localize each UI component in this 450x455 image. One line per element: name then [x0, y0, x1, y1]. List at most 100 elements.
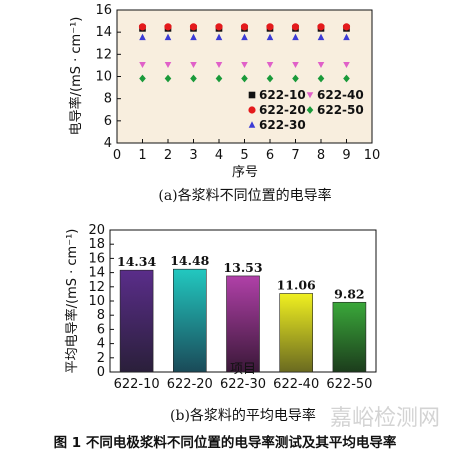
- data-point-622-20: [164, 23, 172, 31]
- data-point-622-30: [139, 33, 146, 41]
- bar-value-label: 14.48: [170, 253, 209, 268]
- y-tick-label: 4: [104, 136, 112, 151]
- y-tick-label: 6: [104, 114, 112, 129]
- data-point-622-50: [215, 74, 223, 83]
- y-tick-label: 8: [104, 92, 112, 107]
- x-tick-label: 10: [364, 148, 381, 163]
- data-point-622-30: [343, 33, 350, 41]
- data-point-622-40: [266, 61, 274, 69]
- x-tick-label: 622-20: [167, 377, 213, 392]
- bar-622-30: [226, 275, 260, 373]
- figure-caption: 图 1 不同电极浆料不同位置的电导率测试及其平均电导率: [54, 434, 397, 451]
- legend-label: 622-40: [317, 88, 364, 102]
- x-tick-label: 2: [164, 148, 172, 163]
- scatter-x-axis-label: 序号: [232, 165, 258, 180]
- scatter-points: [138, 23, 351, 83]
- data-point-622-30: [292, 33, 299, 41]
- scatter-y-ticks: 4 6 8 10 12 14 16: [95, 3, 121, 151]
- data-point-622-20: [317, 23, 325, 31]
- data-point-622-40: [164, 61, 172, 69]
- x-tick-label: 7: [291, 148, 299, 163]
- data-point-622-30: [215, 33, 223, 41]
- data-point-622-40: [241, 61, 248, 69]
- data-point-622-40: [292, 61, 299, 69]
- data-point-622-50: [139, 74, 146, 83]
- x-tick-label: 4: [215, 148, 223, 163]
- bar-622-10: [119, 269, 154, 373]
- data-point-622-50: [164, 74, 172, 83]
- data-point-622-20: [240, 23, 249, 31]
- x-tick-label: 1: [138, 148, 146, 163]
- x-tick-label: 622-30: [220, 377, 266, 392]
- legend-label: 622-50: [317, 103, 364, 117]
- scatter-y-axis-label: 电导率/(mS · cm⁻¹): [68, 17, 84, 136]
- y-tick-label: 16: [95, 3, 112, 18]
- legend-marker: [306, 106, 314, 114]
- scatter-legend: 622-10 622-40 622-20 622-50 622-30: [248, 88, 364, 132]
- y-tick-label: 18: [88, 237, 105, 252]
- data-point-622-20: [189, 23, 198, 31]
- legend-label: 622-10: [259, 88, 306, 102]
- x-tick-label: 0: [113, 148, 121, 163]
- data-point-622-40: [343, 61, 350, 69]
- data-point-622-20: [138, 23, 147, 31]
- y-tick-label: 2: [97, 351, 105, 366]
- bar-value-label: 9.82: [334, 286, 364, 301]
- y-tick-label: 0: [97, 365, 105, 380]
- y-tick-label: 10: [88, 294, 105, 309]
- data-point-622-50: [292, 74, 299, 83]
- data-point-622-20: [266, 23, 274, 31]
- bar-x-ticks: 622-10 622-20 622-30 622-40 622-50: [114, 377, 373, 392]
- bar-y-axis-label: 平均电导率/(mS · cm⁻¹): [64, 229, 80, 374]
- y-tick-label: 20: [88, 223, 105, 238]
- y-tick-label: 8: [97, 308, 105, 323]
- data-point-622-50: [190, 74, 197, 83]
- data-point-622-30: [164, 33, 172, 41]
- data-point-622-50: [343, 74, 350, 83]
- legend-marker: [248, 106, 256, 114]
- data-point-622-40: [190, 61, 197, 69]
- x-tick-label: 6: [266, 148, 274, 163]
- bar-value-label: 14.34: [117, 254, 156, 269]
- data-point-622-40: [215, 61, 223, 69]
- bar-622-20: [173, 268, 207, 373]
- data-point-622-30: [266, 33, 274, 41]
- x-tick-label: 622-40: [273, 377, 319, 392]
- bar-622-40: [279, 293, 313, 373]
- data-point-622-40: [139, 61, 146, 69]
- data-point-622-20: [342, 23, 351, 31]
- bar-value-label: 11.06: [277, 277, 316, 292]
- y-tick-label: 12: [88, 280, 105, 295]
- data-point-622-50: [266, 74, 274, 83]
- data-point-622-30: [241, 33, 248, 41]
- watermark: 嘉峪检测网: [330, 406, 440, 431]
- x-tick-label: 5: [240, 148, 248, 163]
- y-tick-label: 16: [88, 251, 105, 266]
- legend-marker: [248, 121, 256, 128]
- legend-label: 622-30: [259, 118, 306, 132]
- y-tick-label: 14: [95, 25, 112, 40]
- y-tick-label: 14: [88, 266, 105, 281]
- x-tick-label: 3: [189, 148, 197, 163]
- data-point-622-50: [241, 74, 248, 83]
- x-tick-label: 622-50: [326, 377, 372, 392]
- data-point-622-30: [190, 33, 197, 41]
- data-point-622-50: [317, 74, 325, 83]
- data-point-622-20: [215, 23, 223, 31]
- bar-622-50: [332, 301, 367, 373]
- y-tick-label: 4: [97, 337, 105, 352]
- y-tick-label: 12: [95, 47, 112, 62]
- y-tick-label: 10: [95, 70, 112, 85]
- bar-x-axis-label: 项目: [230, 362, 256, 377]
- data-point-622-20: [291, 23, 300, 31]
- legend-marker: [248, 91, 256, 99]
- x-tick-label: 8: [317, 148, 325, 163]
- scatter-caption: (a)各浆料不同位置的电导率: [158, 187, 331, 204]
- legend-marker: [306, 92, 314, 99]
- bar-series: 14.34 14.48 13.53 11.06 9.82: [117, 253, 367, 373]
- x-tick-label: 622-10: [114, 377, 160, 392]
- data-point-622-40: [317, 61, 325, 69]
